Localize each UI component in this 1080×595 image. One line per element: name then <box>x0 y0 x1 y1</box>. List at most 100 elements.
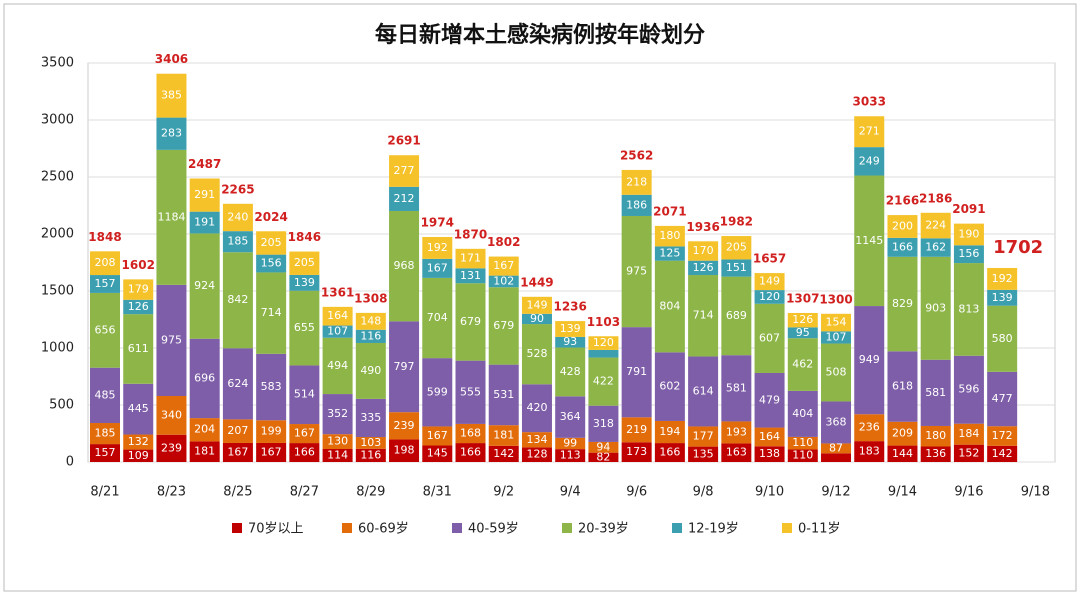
segment-label: 110 <box>792 449 813 462</box>
segment-label: 528 <box>526 347 547 360</box>
segment-label: 580 <box>992 332 1013 345</box>
bar-segment <box>256 442 287 462</box>
segment-label: 655 <box>294 321 315 334</box>
bar-segment <box>156 284 187 396</box>
segment-label: 134 <box>526 433 547 446</box>
bar-segment <box>123 314 154 384</box>
segment-label: 164 <box>759 430 780 443</box>
bar-segment <box>787 390 818 437</box>
x-tick-label: 9/4 <box>560 485 581 500</box>
bar-segment <box>688 426 719 447</box>
segment-label: 555 <box>460 385 481 398</box>
segment-label: 185 <box>227 235 248 248</box>
segment-label: 277 <box>394 164 415 177</box>
bar-segment <box>322 306 353 326</box>
bar-segment <box>920 359 951 426</box>
segment-label: 126 <box>693 261 714 274</box>
segment-label: 385 <box>161 89 182 102</box>
bar-segment <box>355 329 386 343</box>
segment-label: 607 <box>759 331 780 344</box>
bar-segment <box>289 424 320 444</box>
segment-label: 618 <box>892 380 913 393</box>
bar-segment <box>920 256 951 360</box>
bar-segment <box>389 439 420 462</box>
bar-segment <box>987 445 1018 462</box>
bar-segment <box>422 445 453 462</box>
bar-segment <box>821 453 852 462</box>
segment-label: 167 <box>227 445 248 458</box>
segment-label: 116 <box>360 329 381 342</box>
segment-label: 975 <box>626 265 647 278</box>
segment-label: 583 <box>261 380 282 393</box>
bar-segment <box>521 384 552 433</box>
segment-label: 167 <box>294 427 315 440</box>
bar-segment <box>787 449 818 462</box>
segment-label: 82 <box>596 450 610 463</box>
segment-label: 599 <box>427 385 448 398</box>
bar-segment <box>754 303 785 373</box>
bar-segment <box>953 423 984 445</box>
segment-label: 477 <box>992 392 1013 405</box>
segment-label: 485 <box>95 388 116 401</box>
bar-segment <box>654 260 685 353</box>
bar-segment <box>953 355 984 424</box>
bar-segment <box>588 336 619 350</box>
segment-label: 166 <box>294 446 315 459</box>
bar-segment <box>887 215 918 238</box>
bar-segment <box>90 251 120 276</box>
total-label: 1702 <box>993 237 1043 258</box>
segment-label: 404 <box>792 407 813 420</box>
segment-label: 138 <box>759 447 780 460</box>
bar-segment <box>256 420 287 443</box>
x-tick-label: 9/18 <box>1021 485 1050 500</box>
bar-segment <box>521 296 552 314</box>
bar-segment <box>156 434 187 462</box>
bar-segment <box>90 275 120 293</box>
segment-label: 116 <box>360 448 381 461</box>
x-tick-label: 8/27 <box>290 485 319 500</box>
segment-label: 611 <box>128 342 149 355</box>
legend-label: 20-39岁 <box>578 522 629 537</box>
total-label: 3033 <box>853 95 886 109</box>
segment-label: 208 <box>95 256 116 269</box>
bar-segment <box>787 436 818 450</box>
segment-label: 494 <box>327 359 348 372</box>
segment-label: 205 <box>261 236 282 249</box>
bar-segment <box>156 73 187 118</box>
total-label: 2487 <box>188 157 221 171</box>
segment-label: 479 <box>759 393 780 406</box>
segment-label: 184 <box>958 427 979 440</box>
segment-label: 462 <box>792 358 813 371</box>
bar-segment <box>389 210 420 322</box>
bar-segment <box>521 432 552 448</box>
bar-segment <box>920 446 951 462</box>
bar-segment <box>787 338 818 391</box>
bar-segment <box>222 252 253 349</box>
bar-segment <box>721 355 752 422</box>
segment-label: 130 <box>327 435 348 448</box>
bar-segment <box>488 287 519 365</box>
segment-label: 156 <box>261 257 282 270</box>
segment-label: 581 <box>726 381 747 394</box>
bar-segment <box>322 434 353 450</box>
segment-label: 166 <box>659 446 680 459</box>
segment-label: 249 <box>859 154 880 167</box>
bar-segment <box>289 290 320 366</box>
segment-label: 704 <box>427 311 448 324</box>
segment-label: 689 <box>726 309 747 322</box>
bar-segment <box>821 401 852 444</box>
bar-segment <box>123 449 154 462</box>
segment-label: 148 <box>360 314 381 327</box>
bar-segment <box>189 418 220 442</box>
bar-segment <box>821 331 852 344</box>
y-tick-label: 2000 <box>41 227 74 242</box>
legend-swatch <box>232 523 242 533</box>
segment-label: 194 <box>659 425 680 438</box>
segment-label: 167 <box>427 429 448 442</box>
segment-label: 156 <box>958 247 979 260</box>
bar-segment <box>123 279 154 300</box>
bar-segment <box>222 231 253 253</box>
segment-label: 490 <box>360 364 381 377</box>
segment-label: 714 <box>693 309 714 322</box>
segment-label: 420 <box>526 401 547 414</box>
